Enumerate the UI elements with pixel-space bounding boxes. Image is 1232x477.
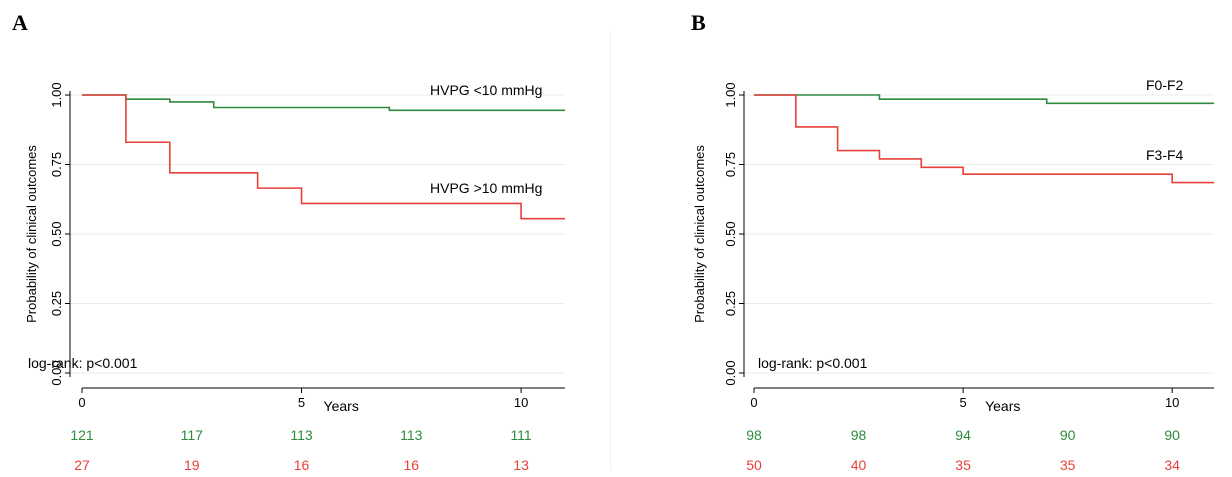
at-risk-number: 27	[74, 457, 90, 470]
y-tick-label: 0.50	[723, 221, 738, 246]
x-axis-label: Years	[324, 398, 359, 414]
y-axis-label: Probability of clinical outcomes	[24, 145, 39, 323]
at-risk-number: 98	[851, 427, 867, 443]
log-rank-annotation: log-rank: p<0.001	[28, 355, 138, 371]
at-risk-number: 34	[1164, 457, 1180, 470]
y-tick-label: 1.00	[723, 82, 738, 107]
y-tick-label: 0.75	[49, 152, 64, 177]
at-risk-number: 113	[290, 427, 313, 443]
at-risk-number: 40	[851, 457, 867, 470]
at-risk-number: 117	[181, 427, 204, 443]
y-tick-label: 0.75	[723, 152, 738, 177]
panel-a: A 0.00 0.25 0.50 0.75 1.00 0 5 10 Years Probabili…	[10, 10, 611, 470]
series-line-1	[754, 94, 1214, 105]
x-tick-label: 0	[78, 395, 85, 410]
x-tick-label: 0	[750, 395, 757, 410]
at-risk-number: 113	[400, 427, 423, 443]
at-risk-number: 90	[1164, 427, 1180, 443]
series-label-1: HVPG <10 mmHg	[430, 82, 542, 98]
log-rank-annotation: log-rank: p<0.001	[758, 355, 868, 371]
panel-b: B 0.00 0.25 0.50 0.75 1.00 0 5 10 Years Probabili…	[616, 0, 1232, 477]
series-line-2	[754, 94, 1214, 184]
at-risk-number: 94	[955, 427, 971, 443]
at-risk-number: 121	[70, 427, 94, 443]
at-risk-number: 111	[510, 427, 531, 443]
at-risk-number: 16	[294, 457, 310, 470]
y-tick-label: 0.25	[723, 291, 738, 316]
x-tick-label: 5	[298, 395, 305, 410]
at-risk-number: 16	[404, 457, 420, 470]
at-risk-number: 90	[1060, 427, 1076, 443]
at-risk-number: 13	[513, 457, 529, 470]
km-chart-a: 0.00 0.25 0.50 0.75 1.00 0 5 10 Years Probability…	[24, 82, 565, 470]
series-label-2: F3-F4	[1146, 147, 1184, 163]
y-tick-label: 0.25	[49, 291, 64, 316]
y-axis-label: Probability of clinical outcomes	[692, 145, 707, 323]
series-label-1: F0-F2	[1146, 77, 1184, 93]
plot-frame: 0.00 0.25 0.50 0.75 1.00 0 5 10 Years Probability…	[10, 30, 611, 470]
x-axis-label: Years	[985, 398, 1020, 414]
y-tick-label: 0.00	[49, 360, 64, 385]
at-risk-number: 50	[746, 457, 762, 470]
x-tick-label: 5	[959, 395, 966, 410]
at-risk-number: 35	[955, 457, 971, 470]
y-tick-label: 0.00	[723, 360, 738, 385]
panel-label: A	[12, 10, 28, 35]
series-line-2	[82, 94, 565, 220]
panel-label: B	[691, 10, 706, 35]
y-tick-label: 0.50	[49, 221, 64, 246]
at-risk-number: 19	[184, 457, 200, 470]
series-label-2: HVPG >10 mmHg	[430, 180, 542, 196]
plot-frame: 0.00 0.25 0.50 0.75 1.00 0 5 10 Years Probability…	[626, 30, 1226, 470]
km-chart-b: 0.00 0.25 0.50 0.75 1.00 0 5 10 Years Probability…	[692, 77, 1214, 470]
at-risk-number: 35	[1060, 457, 1076, 470]
at-risk-number: 98	[746, 427, 762, 443]
x-tick-label: 10	[514, 395, 528, 410]
x-tick-label: 10	[1165, 395, 1179, 410]
y-tick-label: 1.00	[49, 82, 64, 107]
